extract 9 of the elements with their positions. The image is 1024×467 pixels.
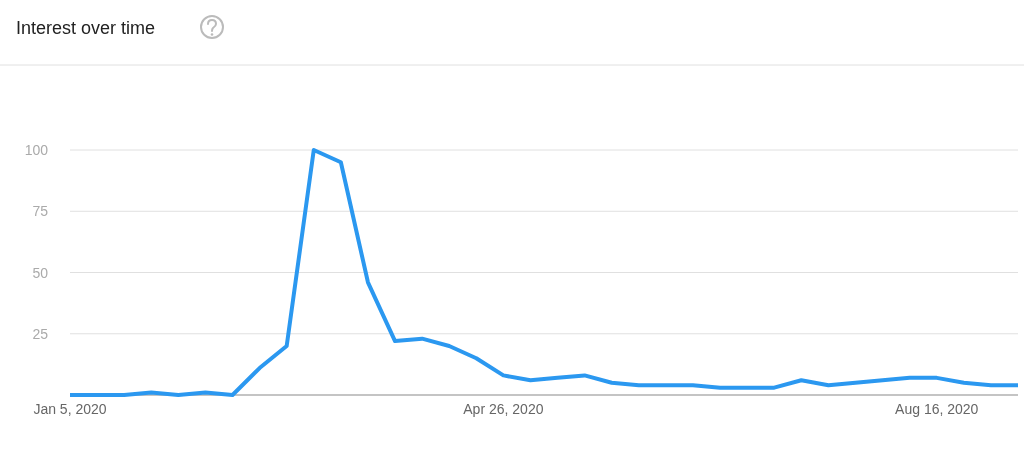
line-series [68, 148, 1020, 397]
y-tick-label: 100 [24, 142, 49, 158]
chart-title: Interest over time [16, 18, 156, 38]
y-tick-label: 50 [32, 264, 49, 281]
y-tick-label: 75 [32, 203, 49, 220]
x-tick-label: Jan 5, 2020 [33, 401, 107, 417]
x-tick-label: Aug 16, 2020 [895, 401, 979, 417]
y-tick-label: 25 [32, 325, 49, 342]
x-tick-label: Apr 26, 2020 [463, 401, 544, 417]
